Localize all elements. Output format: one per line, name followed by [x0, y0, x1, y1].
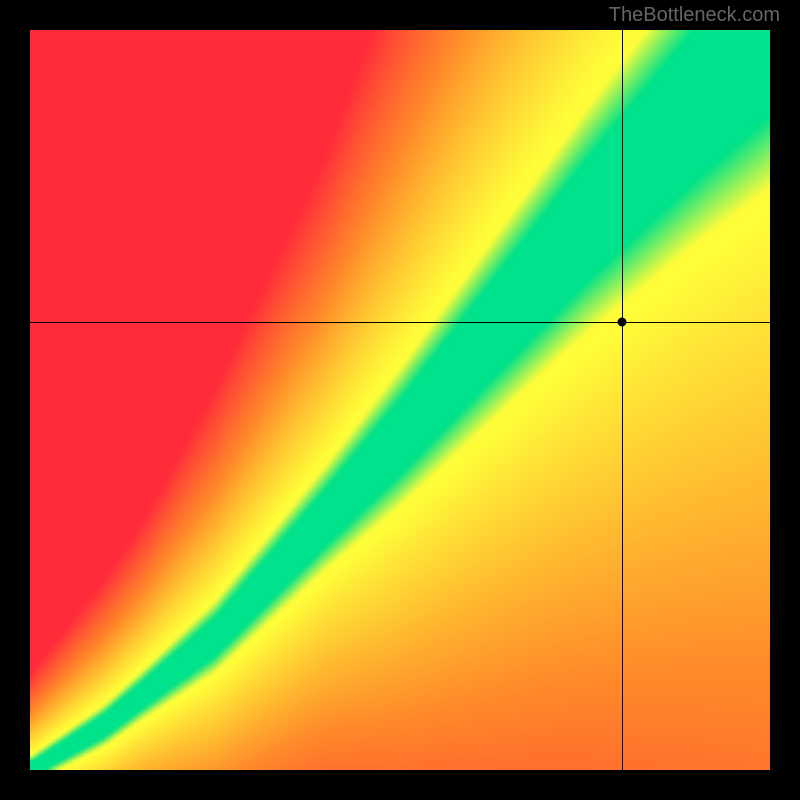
- watermark-text: TheBottleneck.com: [609, 4, 780, 27]
- crosshair-horizontal: [30, 322, 770, 323]
- chart-container: TheBottleneck.com: [0, 0, 800, 800]
- crosshair-vertical: [622, 30, 623, 770]
- marker-dot: [618, 318, 627, 327]
- plot-area: [30, 30, 770, 770]
- heatmap-canvas: [30, 30, 770, 770]
